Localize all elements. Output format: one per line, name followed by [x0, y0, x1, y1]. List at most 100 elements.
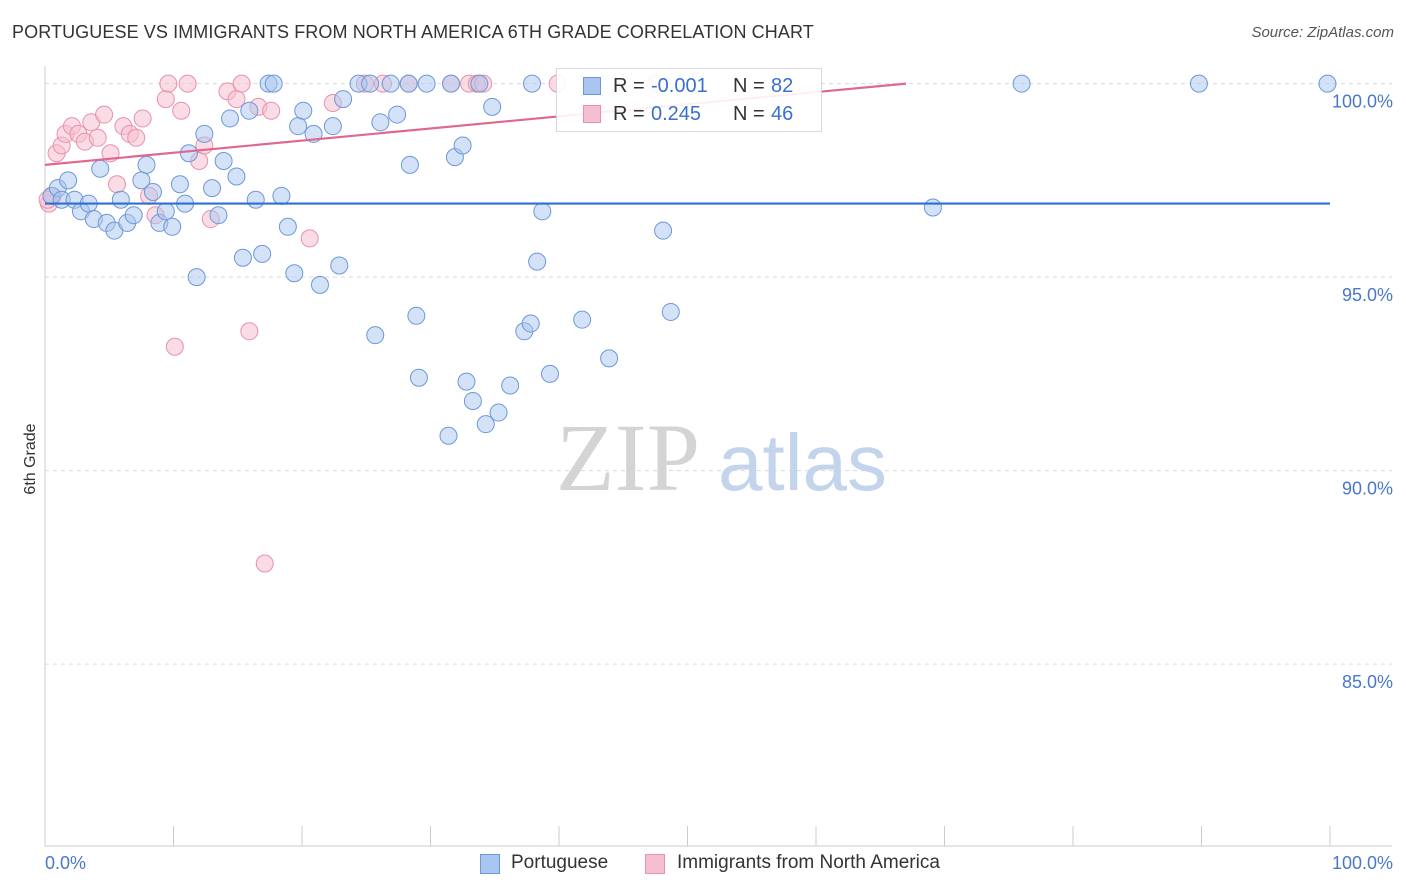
bottom-legend-immigrants: Immigrants from North America	[677, 852, 940, 873]
source-label: Source: ZipAtlas.com	[1251, 24, 1394, 41]
data-point-portuguese	[124, 206, 143, 225]
data-point-immigrants	[127, 128, 146, 147]
bottom-legend-swatch-pink	[645, 854, 665, 874]
bottom-legend-swatch-blue	[480, 854, 500, 874]
data-point-portuguese	[453, 136, 472, 155]
data-point-portuguese	[399, 74, 418, 93]
data-point-immigrants	[240, 322, 259, 341]
legend-r-label: R =	[613, 103, 645, 125]
legend-r-label: R =	[613, 75, 645, 97]
data-point-portuguese	[417, 74, 436, 93]
data-point-portuguese	[1189, 74, 1208, 93]
legend-r-value: -0.001	[651, 75, 708, 97]
data-point-immigrants	[255, 554, 274, 573]
data-point-portuguese	[528, 252, 547, 271]
data-point-portuguese	[253, 244, 272, 263]
data-point-immigrants	[165, 337, 184, 356]
data-point-portuguese	[330, 256, 349, 275]
legend-swatch-blue	[583, 77, 601, 95]
data-point-portuguese	[278, 217, 297, 236]
data-point-portuguese	[439, 426, 458, 445]
data-point-portuguese	[272, 186, 291, 205]
data-point-portuguese	[310, 275, 329, 294]
legend-n-label: N =	[733, 103, 765, 125]
data-point-portuguese	[600, 349, 619, 368]
data-point-portuguese	[371, 113, 390, 132]
axes	[44, 66, 1392, 847]
x-tick-label-min: 0.0%	[45, 853, 86, 873]
tick-labels: 100.0% 95.0% 90.0% 85.0% 0.0% 100.0% 6th Grade	[22, 92, 1393, 873]
data-point-immigrants	[172, 101, 191, 120]
y-tick-label: 90.0%	[1342, 479, 1393, 499]
data-point-portuguese	[388, 105, 407, 124]
legend-row-portuguese: R = -0.001 N = 82	[557, 73, 821, 99]
data-point-portuguese	[400, 155, 419, 174]
data-point-portuguese	[523, 74, 542, 93]
legend-n-label: N =	[733, 75, 765, 97]
data-point-immigrants	[156, 90, 175, 109]
chart-title: PORTUGUESE VS IMMIGRANTS FROM NORTH AMER…	[12, 22, 814, 42]
data-point-portuguese	[573, 310, 592, 329]
data-point-portuguese	[156, 202, 175, 221]
data-point-portuguese	[334, 90, 353, 109]
data-point-portuguese	[323, 117, 342, 136]
data-point-immigrants	[133, 109, 152, 128]
legend-swatch-pink	[583, 105, 601, 123]
data-point-portuguese	[91, 159, 110, 178]
x-tick-label-max: 100.0%	[1332, 853, 1393, 873]
series-portuguese-points	[42, 74, 1337, 445]
data-point-portuguese	[476, 415, 495, 434]
data-point-portuguese	[221, 109, 240, 128]
watermark-zip: ZIP	[556, 404, 700, 511]
data-point-portuguese	[246, 190, 265, 209]
data-point-portuguese	[143, 182, 162, 201]
data-point-portuguese	[264, 74, 283, 93]
data-point-immigrants	[107, 175, 126, 194]
data-point-immigrants	[178, 74, 197, 93]
y-axis-label: 6th Grade	[22, 423, 39, 494]
legend-n-value: 82	[771, 75, 794, 97]
data-point-portuguese	[111, 190, 130, 209]
data-point-portuguese	[407, 306, 426, 325]
data-point-portuguese	[137, 155, 156, 174]
data-point-portuguese	[294, 101, 313, 120]
watermark: ZIP atlas	[556, 404, 887, 511]
data-point-portuguese	[366, 326, 385, 345]
bottom-legend-portuguese: Portuguese	[511, 852, 609, 873]
data-point-portuguese	[533, 202, 552, 221]
data-point-portuguese	[489, 403, 508, 422]
data-point-portuguese	[203, 179, 222, 198]
data-point-portuguese	[179, 144, 198, 163]
y-tick-label: 95.0%	[1342, 285, 1393, 305]
data-point-portuguese	[442, 74, 461, 93]
data-point-portuguese	[654, 221, 673, 240]
data-point-portuguese	[541, 364, 560, 383]
data-point-immigrants	[300, 229, 319, 248]
data-point-portuguese	[170, 175, 189, 194]
data-point-portuguese	[59, 171, 78, 190]
data-point-portuguese	[285, 264, 304, 283]
data-point-portuguese	[463, 391, 482, 410]
data-point-immigrants	[232, 74, 251, 93]
y-tick-label: 85.0%	[1342, 672, 1393, 692]
data-point-portuguese	[163, 217, 182, 236]
data-point-portuguese	[361, 74, 380, 93]
data-point-portuguese	[521, 314, 540, 333]
data-point-portuguese	[409, 368, 428, 387]
data-point-portuguese	[1318, 74, 1337, 93]
data-point-portuguese	[661, 302, 680, 321]
data-point-portuguese	[214, 152, 233, 171]
y-tick-label: 100.0%	[1332, 92, 1393, 112]
legend-r-value: 0.245	[651, 103, 702, 125]
data-point-portuguese	[187, 268, 206, 287]
data-point-portuguese	[923, 198, 942, 217]
legend-n-value: 46	[771, 103, 794, 125]
data-point-immigrants	[262, 101, 281, 120]
data-point-immigrants	[159, 74, 178, 93]
data-point-immigrants	[88, 128, 107, 147]
data-point-portuguese	[470, 74, 489, 93]
data-point-portuguese	[195, 124, 214, 143]
data-point-portuguese	[289, 117, 308, 136]
data-point-portuguese	[501, 376, 520, 395]
